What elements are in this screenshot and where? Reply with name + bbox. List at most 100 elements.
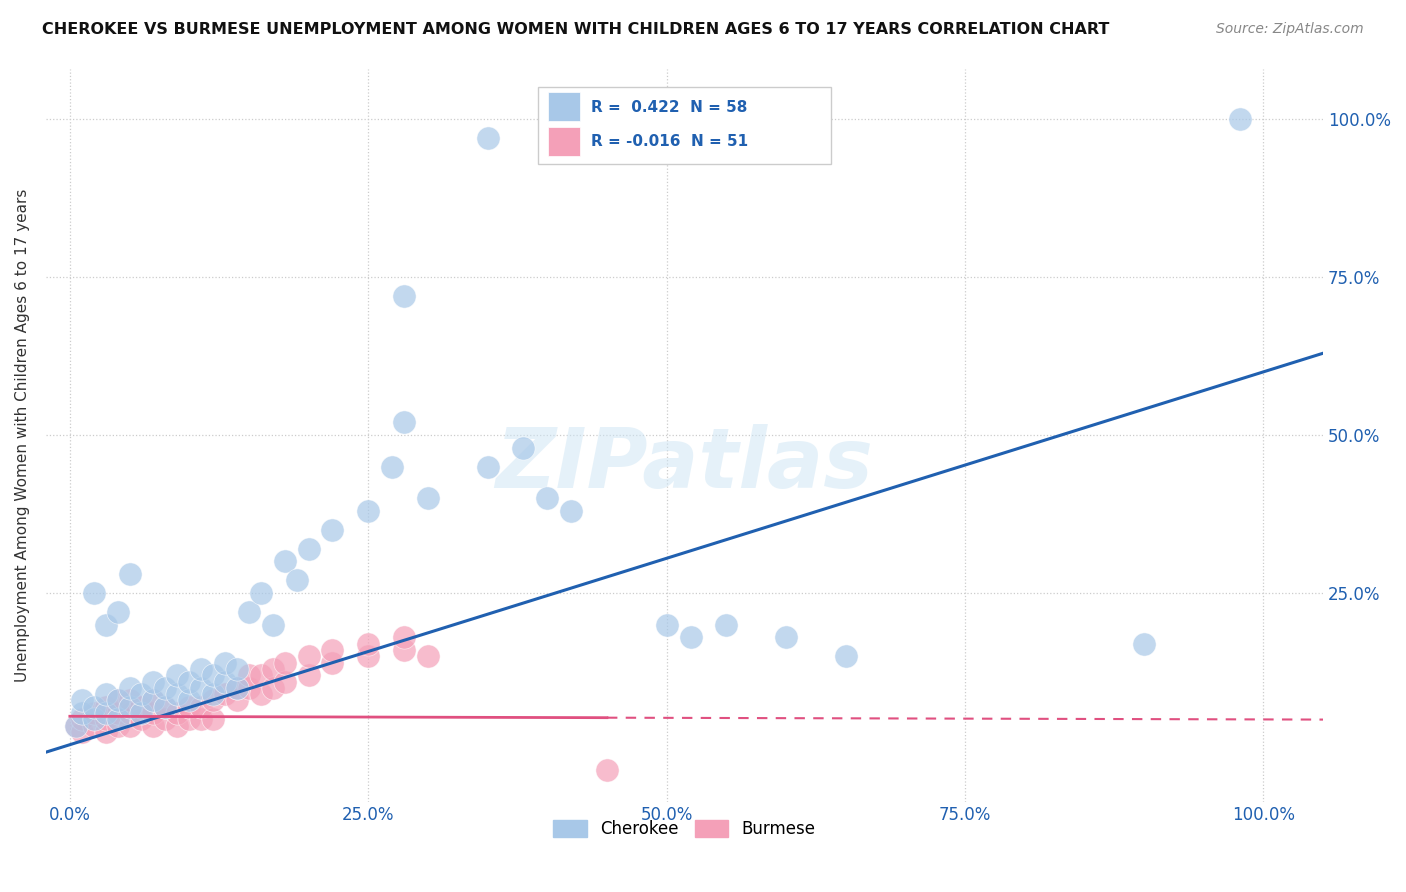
Point bbox=[142, 706, 165, 720]
Point bbox=[679, 630, 702, 644]
FancyBboxPatch shape bbox=[537, 87, 831, 164]
Point bbox=[262, 617, 284, 632]
Point bbox=[716, 617, 738, 632]
Point bbox=[357, 504, 380, 518]
Point bbox=[226, 693, 249, 707]
Point bbox=[83, 706, 105, 720]
Point bbox=[655, 617, 678, 632]
Point bbox=[179, 699, 201, 714]
Point bbox=[321, 656, 343, 670]
Point bbox=[392, 630, 415, 644]
Point bbox=[166, 687, 188, 701]
Point bbox=[155, 713, 177, 727]
Point bbox=[94, 687, 117, 701]
Point bbox=[392, 416, 415, 430]
Point bbox=[214, 656, 236, 670]
Point bbox=[416, 491, 439, 506]
Point bbox=[190, 662, 212, 676]
Point bbox=[118, 693, 141, 707]
Point bbox=[214, 674, 236, 689]
Point bbox=[477, 131, 499, 145]
Point bbox=[202, 668, 225, 682]
Point bbox=[65, 719, 87, 733]
Point bbox=[118, 719, 141, 733]
Point bbox=[166, 719, 188, 733]
Point bbox=[273, 554, 295, 568]
Point bbox=[142, 674, 165, 689]
Point bbox=[1133, 637, 1156, 651]
Point bbox=[107, 706, 129, 720]
Point bbox=[285, 574, 308, 588]
Point bbox=[179, 693, 201, 707]
Point bbox=[297, 668, 319, 682]
Point bbox=[94, 713, 117, 727]
Point bbox=[118, 681, 141, 695]
Point bbox=[202, 687, 225, 701]
Point bbox=[321, 643, 343, 657]
Point bbox=[166, 668, 188, 682]
Point bbox=[250, 586, 273, 600]
Point bbox=[273, 656, 295, 670]
Point bbox=[250, 687, 273, 701]
Point bbox=[155, 681, 177, 695]
Point bbox=[214, 687, 236, 701]
Point bbox=[273, 674, 295, 689]
Point bbox=[179, 674, 201, 689]
Point bbox=[107, 719, 129, 733]
Point bbox=[357, 649, 380, 664]
Point bbox=[381, 459, 404, 474]
Point bbox=[107, 605, 129, 619]
Point bbox=[834, 649, 856, 664]
Point bbox=[166, 706, 188, 720]
Point bbox=[94, 617, 117, 632]
Point bbox=[596, 763, 619, 777]
Point bbox=[118, 699, 141, 714]
Point bbox=[226, 681, 249, 695]
Point bbox=[190, 699, 212, 714]
Point bbox=[262, 681, 284, 695]
FancyBboxPatch shape bbox=[548, 128, 579, 156]
Point bbox=[131, 713, 153, 727]
Point bbox=[477, 459, 499, 474]
Point bbox=[775, 630, 797, 644]
Point bbox=[155, 699, 177, 714]
Point bbox=[297, 541, 319, 556]
Point bbox=[202, 693, 225, 707]
Point bbox=[107, 693, 129, 707]
Point bbox=[83, 713, 105, 727]
Point bbox=[155, 699, 177, 714]
Point bbox=[512, 441, 534, 455]
Point bbox=[107, 713, 129, 727]
Point bbox=[321, 523, 343, 537]
Point bbox=[70, 693, 93, 707]
Point bbox=[238, 668, 260, 682]
Point bbox=[250, 668, 273, 682]
Point bbox=[226, 662, 249, 676]
Text: R =  0.422  N = 58: R = 0.422 N = 58 bbox=[592, 100, 748, 115]
Point bbox=[238, 605, 260, 619]
Point bbox=[142, 719, 165, 733]
Point bbox=[131, 706, 153, 720]
Point bbox=[118, 706, 141, 720]
Point bbox=[190, 713, 212, 727]
Point bbox=[536, 491, 558, 506]
Point bbox=[94, 699, 117, 714]
Point bbox=[190, 681, 212, 695]
Point bbox=[262, 662, 284, 676]
Point bbox=[392, 289, 415, 303]
Point bbox=[142, 693, 165, 707]
Point bbox=[202, 713, 225, 727]
Point bbox=[560, 504, 582, 518]
Point bbox=[226, 681, 249, 695]
Point bbox=[83, 699, 105, 714]
Point bbox=[131, 687, 153, 701]
Text: ZIPatlas: ZIPatlas bbox=[496, 424, 873, 505]
Point bbox=[238, 681, 260, 695]
Point bbox=[297, 649, 319, 664]
Text: R = -0.016  N = 51: R = -0.016 N = 51 bbox=[592, 135, 748, 149]
Text: Source: ZipAtlas.com: Source: ZipAtlas.com bbox=[1216, 22, 1364, 37]
Point bbox=[70, 725, 93, 739]
Legend: Cherokee, Burmese: Cherokee, Burmese bbox=[547, 813, 823, 845]
Text: CHEROKEE VS BURMESE UNEMPLOYMENT AMONG WOMEN WITH CHILDREN AGES 6 TO 17 YEARS CO: CHEROKEE VS BURMESE UNEMPLOYMENT AMONG W… bbox=[42, 22, 1109, 37]
Point bbox=[118, 567, 141, 582]
